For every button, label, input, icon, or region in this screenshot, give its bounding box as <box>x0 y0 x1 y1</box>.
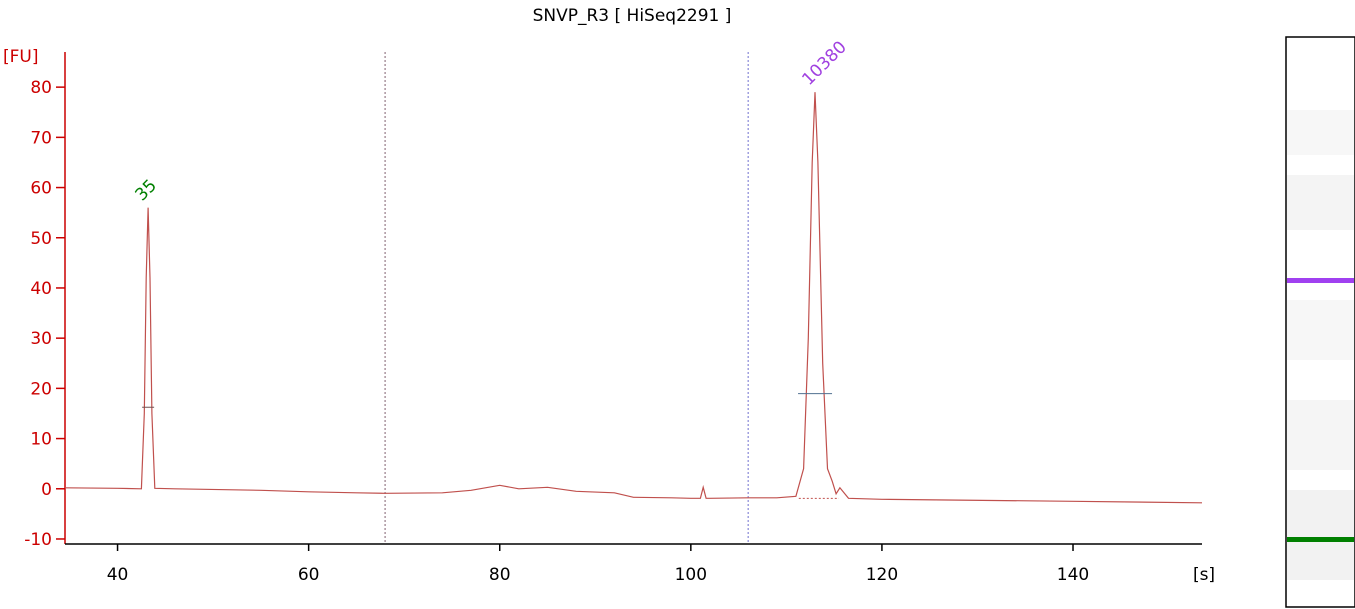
x-tick-label: 40 <box>107 565 129 585</box>
region-markers <box>384 52 749 544</box>
gel-background-band <box>1287 175 1354 230</box>
peak-labels: 35 10380 <box>132 37 851 499</box>
y-tick-label: 30 <box>30 329 52 349</box>
y-axis-label: [FU] <box>3 47 39 67</box>
gel-band-upper-marker <box>1287 278 1354 283</box>
y-tick-label: 60 <box>30 179 52 199</box>
y-tick-label: 10 <box>30 430 52 450</box>
x-axis: 40 60 80 100 120 140 <box>65 543 1202 585</box>
y-tick-label: 50 <box>30 229 52 249</box>
y-tick-label: 0 <box>41 480 52 500</box>
y-tick-label: -10 <box>24 530 52 550</box>
y-tick-label: 20 <box>30 379 52 399</box>
peak-label: 35 <box>132 176 161 205</box>
y-axis: -10 0 10 20 30 40 50 60 70 80 <box>24 52 66 550</box>
y-tick-label: 40 <box>30 279 52 299</box>
peak-label: 10380 <box>798 37 850 89</box>
x-tick-label: 140 <box>1057 565 1089 585</box>
gel-image <box>1285 36 1355 608</box>
x-tick-label: 100 <box>675 565 707 585</box>
trace-line <box>64 92 1203 504</box>
x-tick-label: 60 <box>298 565 320 585</box>
x-axis-label: [s] <box>1193 565 1215 585</box>
gel-background-band <box>1287 110 1354 155</box>
x-tick-label: 80 <box>489 565 511 585</box>
x-tick-label: 120 <box>866 565 898 585</box>
y-tick-label: 80 <box>30 78 52 98</box>
plot-area <box>64 92 1203 504</box>
chart-title: SNVP_R3 [ HiSeq2291 ] <box>533 6 732 26</box>
gel-band-lower-marker <box>1287 537 1354 542</box>
gel-background-band <box>1287 300 1354 360</box>
gel-background-band <box>1287 490 1354 580</box>
gel-background-band <box>1287 400 1354 470</box>
y-tick-label: 70 <box>30 128 52 148</box>
